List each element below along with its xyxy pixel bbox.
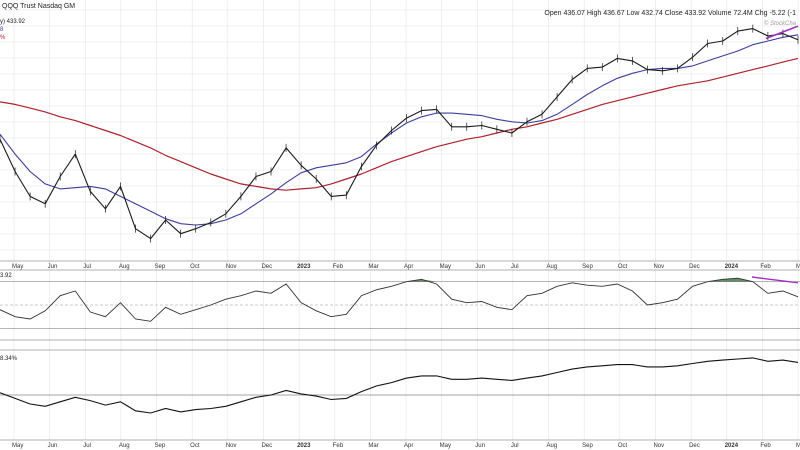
performance-panel <box>0 357 800 414</box>
rsi-trendline <box>751 276 799 284</box>
chg-value: -5.22 (-1 <box>769 10 796 17</box>
x-tick-label: Sep <box>582 264 593 270</box>
x-tick-label: Sep <box>155 264 166 270</box>
ma-legend-value: y) 433.92 <box>0 19 26 25</box>
x-tick-label: May <box>440 264 451 270</box>
x-tick-label: Sep <box>155 443 166 449</box>
x-tick-label: May <box>12 443 23 449</box>
high-label: High <box>586 10 602 17</box>
perf-panel-label: 8.34% <box>0 356 18 362</box>
x-axis-ticks-top: May Jun Jul Aug Sep Oct Nov Dec 2023 Feb Mar Apr May… <box>12 264 800 270</box>
x-tick-label: Mar <box>796 443 800 449</box>
ma-legend-line3: % <box>0 35 6 41</box>
x-tick-label: Apr <box>404 443 413 449</box>
ticker-title: QQQ Trust Nasdaq GM <box>2 3 76 10</box>
high-value: 436.67 <box>603 10 625 17</box>
chart-grid <box>0 0 800 440</box>
x-tick-label: Mar <box>796 264 800 270</box>
ma-legend-line2: 8 <box>0 27 4 33</box>
x-tick-label: Aug <box>547 264 558 270</box>
x-tick-label: Feb <box>333 264 344 270</box>
rsi-overbought-fill <box>722 278 738 282</box>
x-tick-label: Oct <box>618 443 628 449</box>
x-tick-label: Jul <box>83 264 91 270</box>
low-label: Low <box>626 10 640 17</box>
x-tick-label: 2024 <box>725 264 739 270</box>
x-tick-label: Jul <box>511 264 519 270</box>
price-line <box>0 24 799 243</box>
x-tick-label: Nov <box>653 264 664 270</box>
x-tick-label: Nov <box>653 443 664 449</box>
x-tick-label: Nov <box>226 264 237 270</box>
rsi-series <box>0 277 799 322</box>
rsi-panel <box>0 276 800 329</box>
x-tick-label: Nov <box>226 443 237 449</box>
x-tick-label: Aug <box>119 264 130 270</box>
x-tick-label: Oct <box>190 264 200 270</box>
open-value: 436.07 <box>563 10 585 17</box>
x-tick-label: Jul <box>83 443 91 449</box>
x-tick-label: 2023 <box>297 443 311 449</box>
x-tick-label: Apr <box>404 264 413 270</box>
chart-title: QQQ Trust Nasdaq GM <box>2 3 75 11</box>
rsi-panel-label: 3.92 <box>0 273 12 279</box>
volume-value: 72.4M <box>733 10 753 17</box>
x-tick-label: Feb <box>760 264 771 270</box>
x-tick-label: Dec <box>689 264 700 270</box>
low-value: 432.74 <box>641 10 663 17</box>
ohlc-readout: Open 436.07 High 436.67 Low 432.74 Close… <box>544 10 796 18</box>
volume-label: Volume <box>708 10 732 17</box>
ma-long-line <box>0 57 799 191</box>
x-tick-label: Feb <box>333 443 344 449</box>
trendline <box>765 25 799 40</box>
x-tick-label: Aug <box>547 443 558 449</box>
perf-series <box>0 357 799 414</box>
close-value: 433.92 <box>684 10 707 17</box>
x-tick-label: Oct <box>618 264 628 270</box>
x-tick-label: May <box>440 443 451 449</box>
x-tick-label: Oct <box>190 443 200 449</box>
x-tick-label: 2023 <box>297 264 311 270</box>
x-tick-label: Mar <box>368 443 378 449</box>
price-series <box>0 28 799 240</box>
x-tick-label: Dec <box>261 443 272 449</box>
x-tick-label: Jul <box>511 443 519 449</box>
x-tick-label: Feb <box>760 443 771 449</box>
x-tick-label: Aug <box>119 443 130 449</box>
close-label: Close <box>664 10 683 17</box>
watermark: © StockCha <box>763 21 796 27</box>
x-tick-label: Dec <box>261 264 272 270</box>
x-tick-label: 2024 <box>725 443 739 449</box>
x-tick-label: Mar <box>368 264 378 270</box>
ma-long-series <box>0 57 799 191</box>
ma-legend: y) 433.92 8 % <box>0 18 25 42</box>
ma-short-line <box>0 34 799 226</box>
x-tick-label: Jun <box>475 264 485 270</box>
ma-short-series <box>0 34 799 226</box>
open-label: Open <box>544 10 562 17</box>
panel-frames <box>0 260 800 441</box>
x-axis-ticks-bottom: May Jun Jul Aug Sep Oct Nov Dec 2023 Feb Mar Apr May… <box>12 443 800 449</box>
chg-label: Chg <box>754 10 768 17</box>
x-tick-label: Jun <box>48 264 58 270</box>
x-tick-label: Dec <box>689 443 700 449</box>
x-tick-label: May <box>12 264 23 270</box>
rsi-overbought-fill <box>421 279 437 282</box>
x-tick-label: Jun <box>48 443 58 449</box>
x-tick-label: Sep <box>582 443 593 449</box>
x-tick-label: Jun <box>475 443 485 449</box>
trendline-segment <box>765 25 799 40</box>
